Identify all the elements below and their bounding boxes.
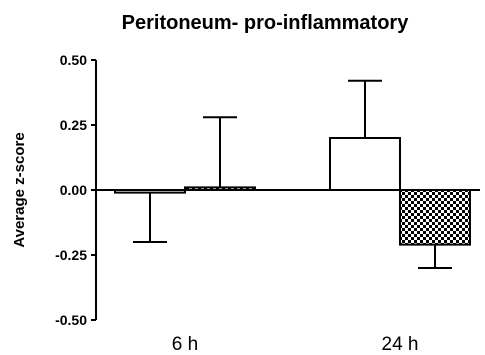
bars [114,79,471,269]
chart-title: Peritoneum- pro-inflammatory [122,12,410,34]
bar [399,189,471,246]
y-tick-label: -0.25 [55,247,87,263]
y-tick-label: 0.25 [60,117,87,133]
bar [329,137,401,191]
y-tick-label: -0.50 [55,312,87,328]
x-tick-label: 6 h [172,334,198,355]
x-tick-label: 24 h [382,334,419,355]
bar [184,186,256,191]
y-axis-label: Average z-score [11,132,28,247]
tick-labels: 0.50 0.25 0.00 -0.25 -0.50 6 h 24 h [55,52,418,355]
bar [114,189,186,194]
y-tick-label: 0.00 [60,182,87,198]
y-tick-label: 0.50 [60,52,87,68]
